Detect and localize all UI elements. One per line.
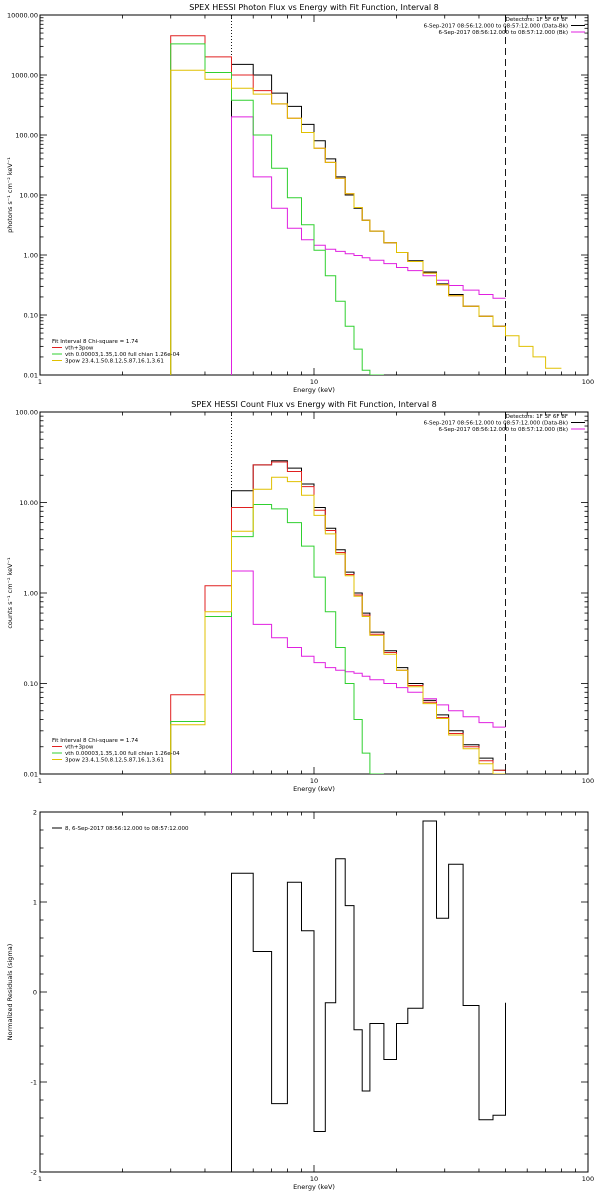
chart-panel-3: 1 10 100 Energy (keV) -2 -1 0 1 2 Normalized Resi… [6,809,594,1192]
y-tick-label: 0.01 [24,771,38,779]
series-data-bk [231,63,506,375]
legend-entry: vth 0.00003,1.35,1.00 full chian 1.26e-0… [65,352,180,358]
x-tick-label: 1 [38,777,42,785]
x-axis-label: Energy (keV) [293,1183,335,1191]
info-line: 6-Sep-2017 08:56:12.000 to 08:57:12.000 … [439,30,569,36]
series-8-6-sep-2017-08-56-12-000-to-08-57-12-000 [231,820,506,1172]
legend-entry: 3pow 23.4,1.50,8.12,5.87,16.1,3.61 [65,359,164,365]
y-tick-label: 0.10 [24,312,38,320]
legend-entry: vth+3pow [65,745,94,751]
info-line: 6-Sep-2017 08:56:12.000 to 08:57:12.000 … [439,427,569,433]
x-tick-label: 100 [582,378,594,386]
series-vth-3pow [170,35,506,375]
series-vth [170,43,384,375]
y-tick-label: -1 [31,1079,37,1087]
y-tick-label: 100.00 [15,132,38,140]
x-axis: 1 10 100 [38,412,594,785]
x-axis-label: Energy (keV) [293,386,335,394]
y-tick-label: 0.01 [24,372,38,380]
x-tick-label: 10 [310,1175,318,1183]
y-tick-label: 100.00 [15,409,38,417]
x-tick-label: 1 [38,378,42,386]
x-axis-label: Energy (keV) [293,785,335,793]
legend-entry: 8, 6-Sep-2017 08:56:12.000 to 08:57:12.0… [65,826,189,832]
y-tick-label: 0.10 [24,680,38,688]
x-tick-label: 1 [38,1175,42,1183]
y-axis-label: counts s⁻¹ cm⁻² keV⁻¹ [6,557,14,629]
x-tick-label: 100 [582,777,594,785]
y-axis-label: photons s⁻¹ cm⁻² keV⁻¹ [6,157,14,233]
y-tick-label: 10000.00 [7,12,38,20]
y-tick-label: 10.00 [19,499,38,507]
chart-title: SPEX HESSI Count Flux vs Energy with Fit… [191,400,436,409]
legend: Fit Interval 8 Chi-square = 1.74vth+3pow… [52,738,180,764]
legend-entry: 3pow 23.4,1.50,8.12,5.87,16.1,3.61 [65,758,164,764]
series-bk [231,116,506,375]
info-block: Detectors: 1F 3F 6F 8F6-Sep-2017 08:56:1… [424,414,585,433]
data-area [170,15,562,375]
y-tick-label: 0 [33,989,37,997]
legend-entry: vth+3pow [65,346,94,352]
y-tick-label: 1000.00 [11,72,38,80]
series-vth-3pow [170,461,506,774]
series-bk [231,570,506,774]
x-axis: 1 10 100 [38,15,594,386]
legend: Fit Interval 8 Chi-square = 1.74vth+3pow… [52,339,180,365]
info-line: 6-Sep-2017 08:56:12.000 to 08:57:12.000 … [424,24,568,30]
info-line: Detectors: 1F 3F 6F 8F [506,17,568,23]
y-tick-label: 1 [33,899,37,907]
legend-entry: Fit Interval 8 Chi-square = 1.74 [52,738,139,744]
data-area [231,820,506,1172]
y-axis: 0.01 0.10 1.00 10.00 100.00 [15,409,588,779]
legend: 8, 6-Sep-2017 08:56:12.000 to 08:57:12.0… [52,826,189,832]
y-tick-label: 10.00 [19,192,38,200]
x-tick-label: 10 [310,777,318,785]
series-data-bk [231,460,506,774]
y-tick-label: -2 [31,1169,37,1177]
info-line: 6-Sep-2017 08:56:12.000 to 08:57:12.000 … [424,421,568,427]
legend-entry: Fit Interval 8 Chi-square = 1.74 [52,339,139,345]
chart-panel-1: SPEX HESSI Photon Flux vs Energy with Fi… [6,3,594,394]
series-vth [170,504,384,774]
x-axis: 1 10 100 [38,812,594,1183]
y-axis: 0.01 0.10 1.00 10.00 100.00 1000.00 10000.00 [7,12,588,380]
y-axis: -2 -1 0 1 2 [31,809,588,1177]
data-area [170,412,506,774]
legend-entry: vth 0.00003,1.35,1.00 full chian 1.26e-0… [65,751,180,757]
y-tick-label: 1.00 [24,252,38,260]
y-tick-label: 1.00 [24,590,38,598]
y-axis-label: Normalized Residuals (sigma) [6,944,14,1041]
series-3pow [170,476,506,774]
x-tick-label: 10 [310,378,318,386]
info-block: Detectors: 1F 3F 6F 8F6-Sep-2017 08:56:1… [424,17,585,36]
chart-panel-2: SPEX HESSI Count Flux vs Energy with Fit… [6,400,594,793]
y-tick-label: 2 [33,809,37,817]
series-3pow [170,69,562,375]
chart-title: SPEX HESSI Photon Flux vs Energy with Fi… [189,3,439,12]
x-tick-label: 100 [582,1175,594,1183]
info-line: Detectors: 1F 3F 6F 8F [506,414,568,420]
